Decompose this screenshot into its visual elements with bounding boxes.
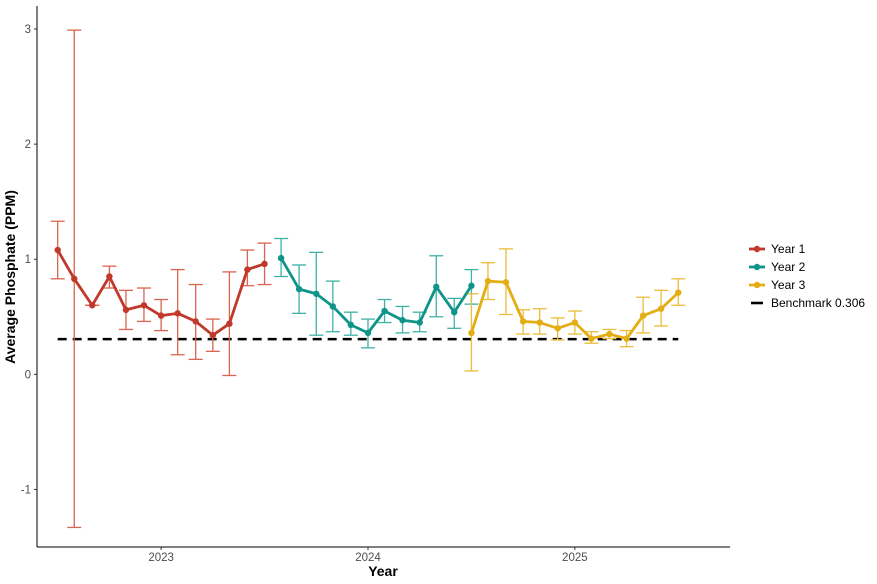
data-point-year-1 [192, 318, 199, 325]
legend-label: Year 3 [771, 278, 806, 292]
x-axis-title: Year [368, 563, 398, 579]
data-point-year-2 [329, 303, 337, 310]
data-point-year-2 [313, 290, 320, 297]
data-point-year-3 [675, 289, 682, 296]
data-point-year-3 [468, 329, 475, 337]
data-point-year-1 [106, 273, 113, 280]
series-line-year-2 [279, 256, 473, 335]
data-point-year-1 [89, 302, 96, 309]
plot-area [50, 29, 686, 529]
data-point-year-3 [639, 312, 647, 319]
data-point-year-1 [54, 246, 61, 254]
data-point-year-2 [347, 321, 355, 329]
errorbar-layer [50, 29, 686, 529]
y-axis-ticks: -1 0 1 2 3 [21, 24, 37, 496]
y-axis-title: Average Phosphate (PPM) [2, 190, 18, 364]
x-tick-label: 2025 [562, 552, 588, 564]
legend-item-benchmark: Benchmark 0.306 [751, 296, 865, 310]
data-point-year-1 [261, 260, 268, 268]
data-point-year-3 [571, 319, 579, 326]
data-point-year-1 [122, 306, 130, 314]
y-tick-label: 2 [25, 139, 31, 151]
data-point-year-3 [519, 318, 527, 325]
legend-label: Benchmark 0.306 [771, 296, 865, 310]
x-axis-ticks: 2023 2024 2025 [148, 547, 588, 564]
y-tick-label: 0 [25, 369, 31, 381]
legend-label: Year 2 [771, 260, 806, 274]
legend-swatch-point [753, 281, 761, 289]
data-point-year-2 [433, 283, 440, 291]
data-point-year-1 [71, 275, 78, 283]
x-tick-label: 2024 [355, 552, 381, 564]
data-point-year-3 [484, 277, 492, 285]
data-point-year-2 [295, 285, 303, 293]
data-point-year-3 [502, 279, 510, 286]
legend: Year 1 Year 2 Year 3 Benchmark 0.306 [749, 242, 865, 310]
data-point-year-1 [209, 332, 217, 339]
data-point-year-1 [174, 310, 181, 317]
legend-item-year-3: Year 3 [749, 278, 806, 292]
data-point-year-3 [623, 335, 630, 342]
data-point-year-2 [468, 282, 475, 289]
legend-swatch-point [753, 263, 761, 271]
legend-label: Year 1 [771, 242, 806, 256]
data-point-year-3 [588, 335, 595, 342]
data-point-year-2 [381, 307, 388, 315]
data-point-year-3 [657, 305, 665, 312]
data-point-year-2 [451, 308, 458, 316]
legend-swatch-point [753, 245, 761, 253]
y-tick-label: -1 [21, 484, 31, 496]
y-tick-label: 1 [25, 254, 31, 266]
data-point-year-2 [364, 329, 372, 337]
data-point-year-2 [416, 319, 423, 326]
legend-item-year-2: Year 2 [749, 260, 806, 274]
data-point-year-1 [226, 320, 233, 327]
data-point-year-2 [277, 254, 285, 262]
data-point-year-1 [140, 302, 148, 309]
data-point-year-3 [536, 319, 543, 326]
data-point-year-1 [244, 266, 251, 273]
point-layer [54, 246, 682, 342]
data-point-year-2 [399, 317, 406, 324]
x-tick-label: 2023 [148, 552, 174, 564]
legend-item-year-1: Year 1 [749, 242, 806, 256]
data-point-year-1 [157, 312, 165, 319]
y-tick-label: 3 [25, 24, 31, 36]
data-point-year-3 [606, 330, 613, 338]
data-point-year-3 [554, 325, 561, 332]
